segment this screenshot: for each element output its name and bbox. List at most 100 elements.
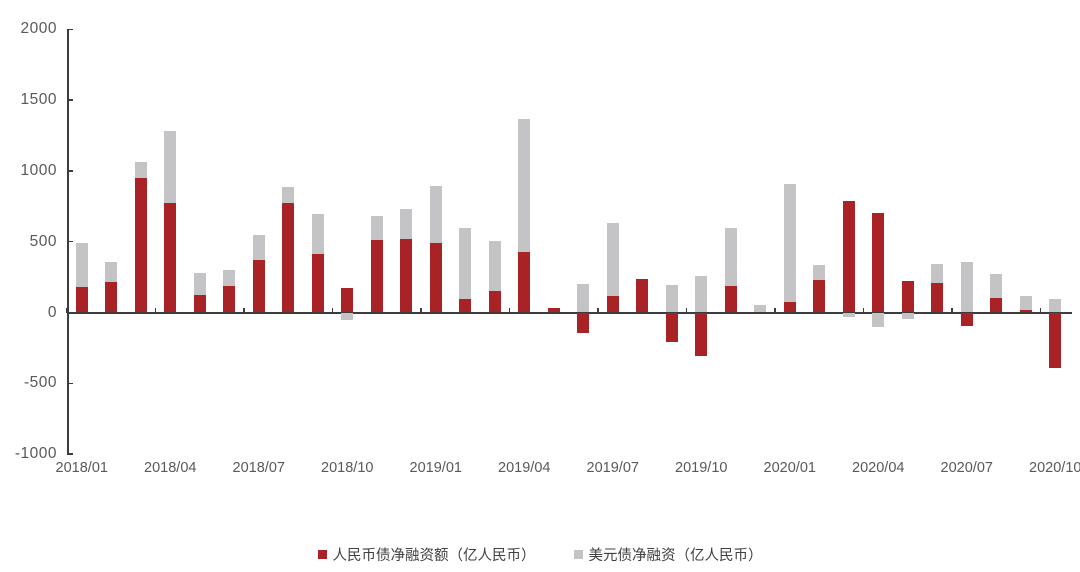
bar-segment-cny (134, 177, 147, 313)
y-axis-tick (67, 28, 73, 31)
x-axis-label: 2018/04 (144, 460, 197, 476)
x-axis-tick (420, 307, 422, 313)
y-axis-label: -500 (23, 374, 57, 392)
bar-segment-cny (459, 299, 472, 313)
y-axis-label: 500 (29, 232, 57, 250)
bar-segment-usd (164, 130, 177, 203)
bar-segment-cny (990, 298, 1003, 313)
x-axis-label: 2019/01 (409, 460, 462, 476)
bar-segment-usd (724, 227, 737, 287)
bar-segment-usd (960, 262, 973, 313)
x-axis-label: 2020/04 (852, 460, 905, 476)
x-axis-tick (685, 307, 688, 313)
legend-label-usd-bonds: 美元债净融资（亿人民币） (588, 548, 763, 564)
bar-segment-cny (931, 282, 944, 313)
x-axis-tick (597, 307, 599, 313)
bar-segment-usd (990, 274, 1003, 299)
bar-segment-cny (1049, 312, 1062, 369)
bar-segment-cny (547, 308, 560, 313)
bar-segment-usd (518, 118, 531, 252)
x-axis-label: 2018/10 (321, 460, 374, 476)
bar-segment-usd (341, 312, 354, 321)
bar-segment-usd (606, 223, 619, 297)
bar-segment-cny (429, 243, 442, 313)
y-axis-label: 1000 (20, 161, 57, 179)
x-axis-label: 2019/10 (675, 460, 728, 476)
bar-segment-usd (105, 261, 118, 283)
bar-segment-cny (872, 212, 885, 313)
bar-segment-cny (636, 279, 649, 313)
bar-segment-usd (1049, 299, 1062, 313)
bar-segment-usd (193, 272, 206, 295)
x-axis-tick (243, 307, 245, 313)
bar-segment-usd (282, 187, 295, 203)
x-axis-tick (951, 307, 953, 313)
y-axis-label: -1000 (14, 445, 57, 463)
bar-segment-cny (370, 240, 383, 313)
bar-segment-cny (901, 281, 914, 313)
bar-segment-usd (311, 214, 324, 255)
bar-segment-cny (252, 260, 265, 313)
y-axis-label: 1500 (20, 91, 57, 109)
bar-segment-cny (75, 287, 88, 313)
bar-segment-usd (459, 227, 472, 300)
legend-label-cny-bonds: 人民币债净融资额（亿人民币） (332, 548, 536, 564)
bar-segment-cny (400, 238, 413, 313)
bar-segment-cny (488, 291, 501, 313)
bar-segment-cny (606, 296, 619, 313)
bar-segment-usd (400, 209, 413, 239)
bar-segment-usd (223, 270, 236, 286)
bar-segment-usd (813, 265, 826, 280)
bar-segment-cny (105, 282, 118, 313)
bar-segment-cny (783, 301, 796, 313)
bar-segment-cny (341, 287, 354, 313)
x-axis-label: 2019/04 (498, 460, 551, 476)
x-axis-tick (331, 307, 334, 313)
bar-segment-usd (754, 304, 767, 313)
x-axis-label: 2020/01 (763, 460, 816, 476)
bar-segment-usd (783, 183, 796, 302)
legend-item-usd-bonds: 美元债净融资（亿人民币） (573, 544, 763, 565)
x-axis-tick (66, 307, 68, 313)
y-axis-tick (67, 170, 73, 172)
x-axis-tick (862, 307, 865, 313)
bar-segment-cny (1019, 309, 1032, 313)
bar-segment-cny (842, 201, 855, 313)
bar-segment-usd (75, 243, 88, 287)
bar-segment-cny (193, 294, 206, 313)
bar-segment-usd (842, 312, 855, 318)
x-axis-tick (508, 307, 511, 313)
bar-segment-cny (960, 312, 973, 326)
bar-segment-usd (872, 312, 885, 327)
legend-swatch-gray-icon (573, 550, 583, 559)
x-axis-label: 2018/01 (55, 460, 108, 476)
bar-segment-usd (577, 284, 590, 313)
legend-swatch-red-icon (317, 550, 327, 559)
x-axis-label: 2020/10 (1029, 460, 1080, 476)
bar-segment-usd (252, 235, 265, 261)
x-axis-line (67, 311, 1072, 314)
bar-segment-cny (311, 254, 324, 313)
bar-segment-cny (223, 285, 236, 313)
bar-segment-usd (901, 312, 914, 319)
bar-segment-cny (518, 251, 531, 313)
bar-segment-cny (695, 312, 708, 357)
bar-segment-cny (724, 286, 737, 313)
y-axis-tick (67, 382, 73, 385)
x-axis-label: 2019/07 (586, 460, 639, 476)
y-axis-label: 0 (47, 303, 57, 321)
x-axis-label: 2018/07 (232, 460, 285, 476)
bar-segment-cny (577, 312, 590, 334)
y-axis-label: 2000 (20, 20, 57, 38)
y-axis-tick (67, 99, 73, 101)
bar-segment-usd (695, 276, 708, 313)
x-axis-tick (1039, 307, 1042, 313)
bar-segment-usd (370, 216, 383, 241)
bar-segment-cny (282, 202, 295, 313)
bar-segment-usd (488, 240, 501, 292)
legend: 人民币债净融资额（亿人民币） 美元债净融资（亿人民币） (0, 544, 1080, 565)
bar-segment-usd (1019, 295, 1032, 310)
bar-segment-usd (665, 284, 678, 313)
